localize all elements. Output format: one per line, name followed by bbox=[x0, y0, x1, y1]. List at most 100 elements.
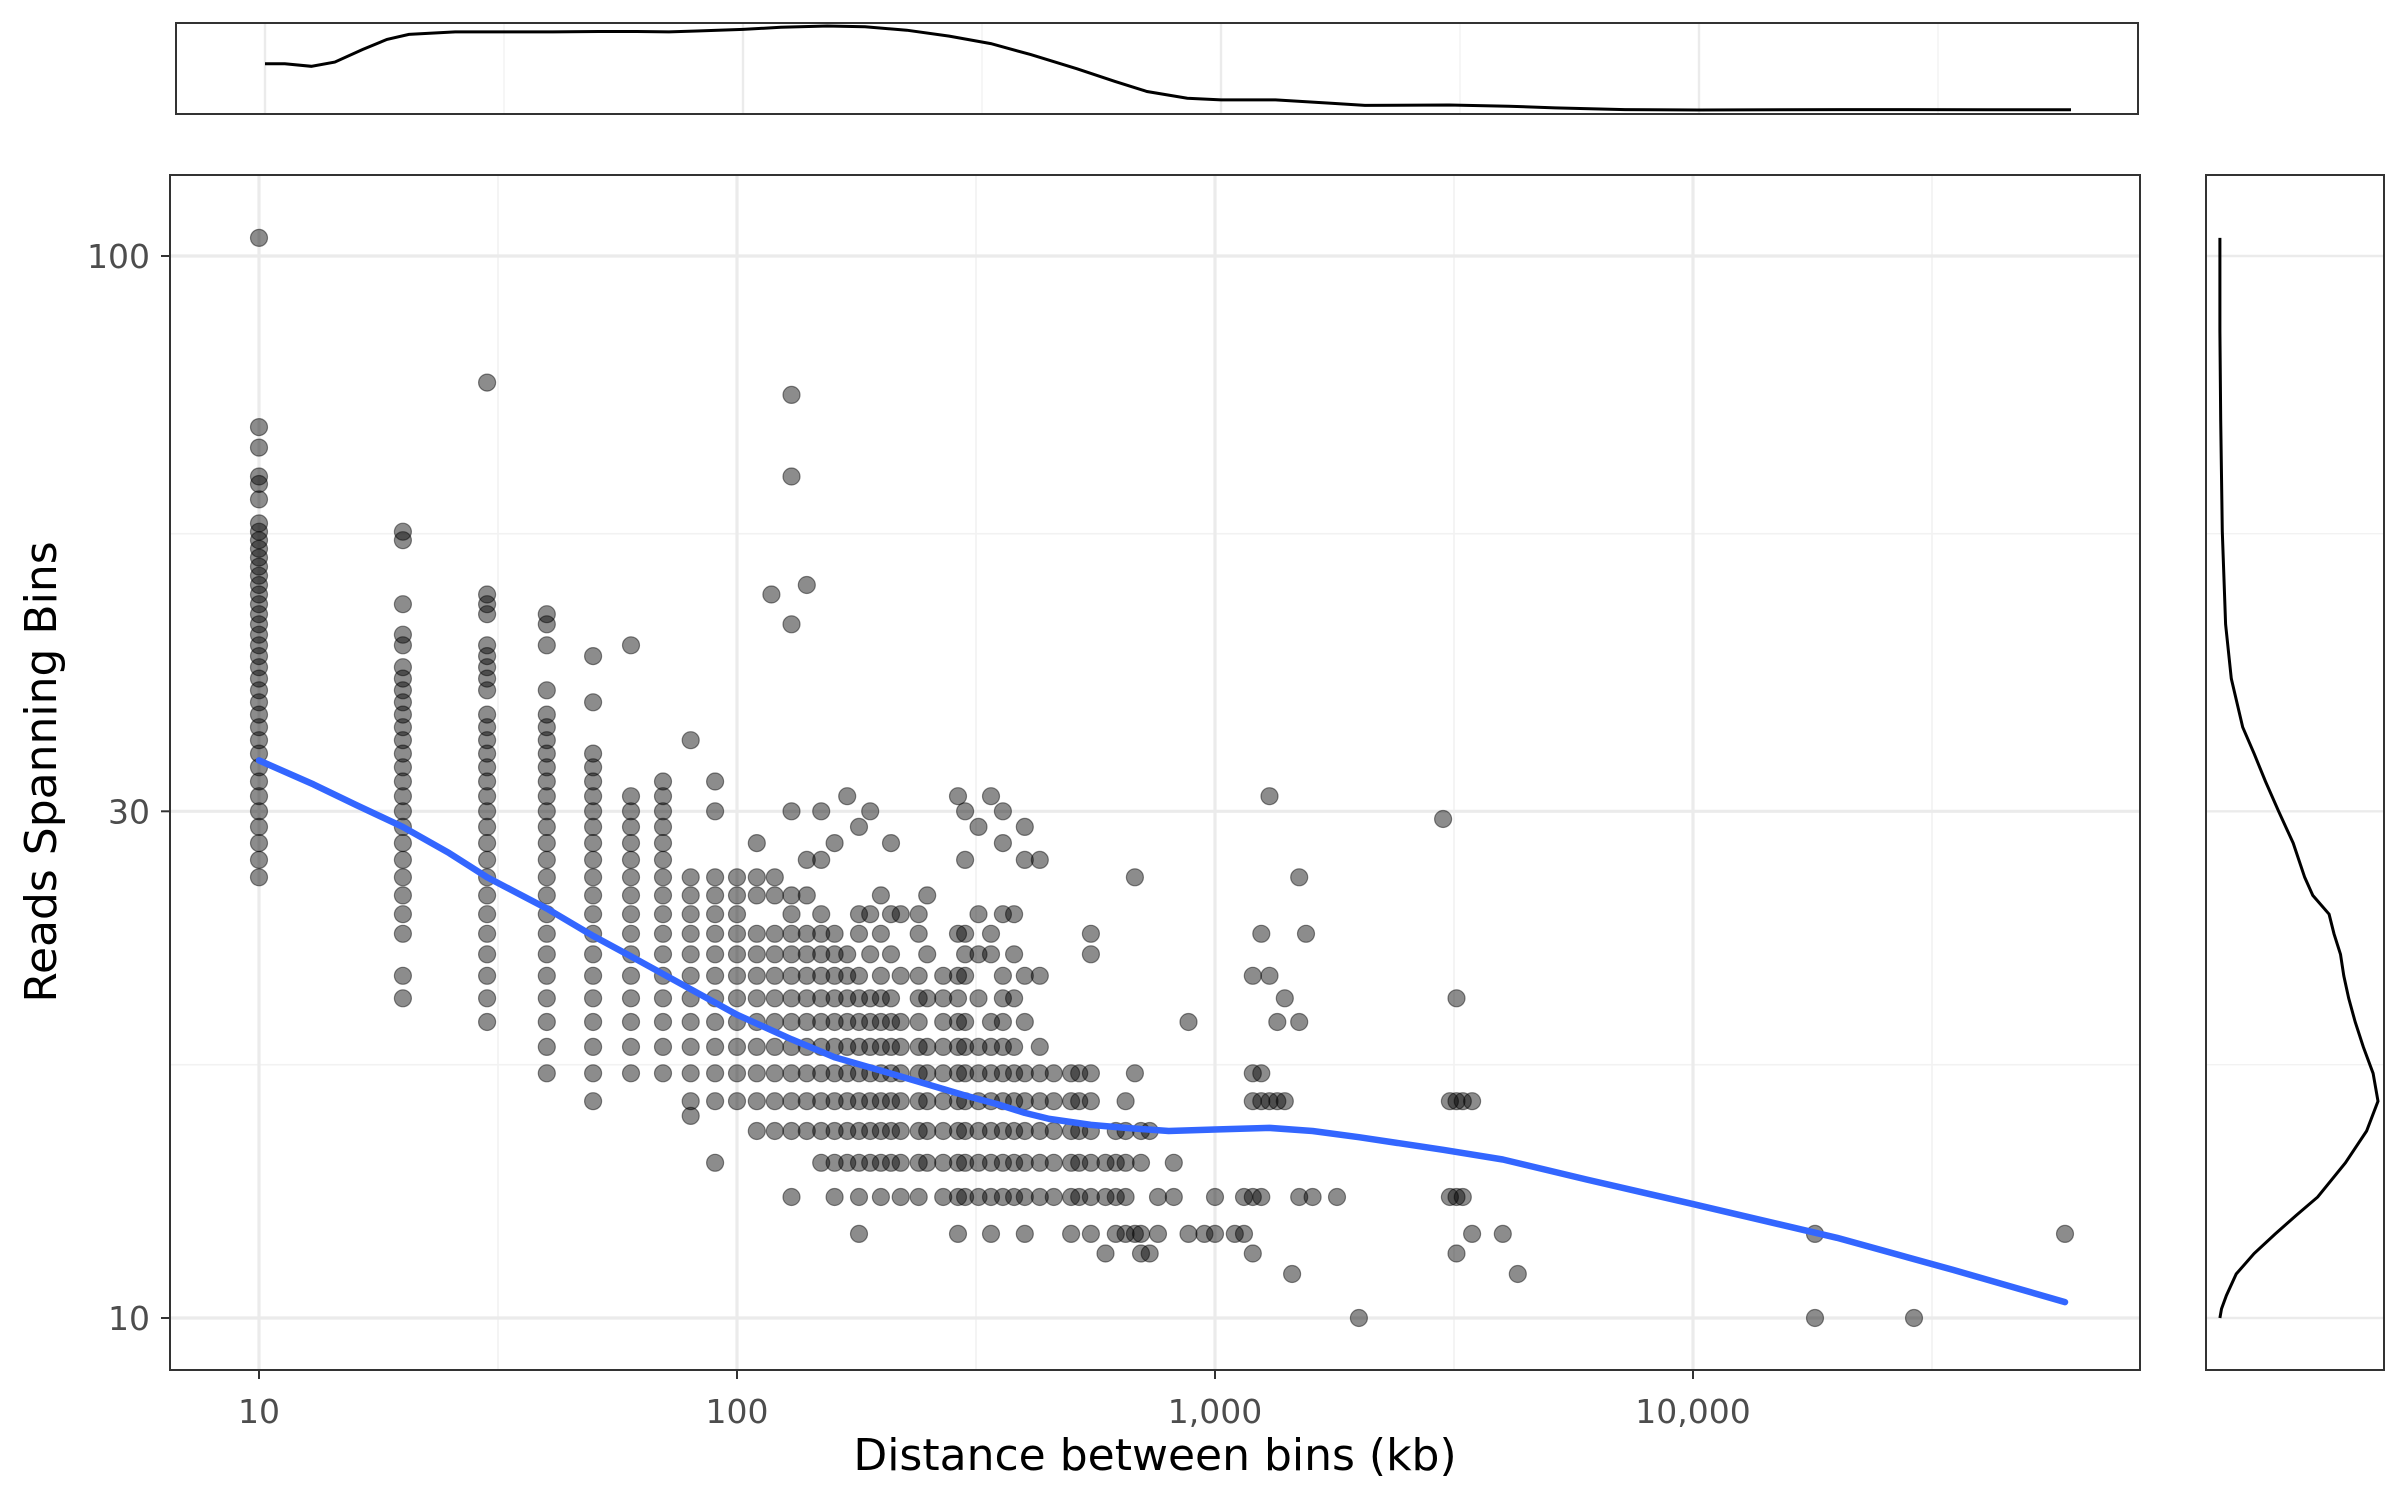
data-point bbox=[955, 924, 975, 943]
data-point bbox=[934, 1153, 953, 1172]
data-point bbox=[393, 850, 412, 870]
data-point bbox=[881, 945, 901, 964]
data-point bbox=[1268, 1092, 1287, 1111]
data-point bbox=[537, 802, 556, 821]
data-point bbox=[891, 1187, 910, 1207]
data-point bbox=[747, 1121, 766, 1141]
data-point bbox=[782, 1121, 801, 1141]
data-point bbox=[537, 833, 556, 853]
data-point bbox=[1260, 966, 1279, 985]
data-point bbox=[393, 531, 412, 550]
data-point bbox=[797, 945, 816, 964]
data-point bbox=[621, 817, 641, 837]
data-point bbox=[1131, 1153, 1151, 1172]
data-point bbox=[249, 490, 269, 509]
data-point bbox=[881, 1153, 901, 1172]
data-point bbox=[583, 1037, 603, 1057]
data-point bbox=[583, 744, 603, 763]
data-point bbox=[849, 1121, 869, 1141]
data-point bbox=[909, 1092, 928, 1111]
data-point bbox=[681, 1064, 700, 1083]
data-point bbox=[871, 989, 891, 1008]
data-point bbox=[849, 1187, 869, 1207]
data-point bbox=[1015, 1121, 1034, 1141]
data-point bbox=[537, 744, 556, 763]
data-point bbox=[812, 924, 831, 943]
data-point bbox=[621, 868, 641, 887]
data-point bbox=[1164, 1153, 1183, 1172]
data-point bbox=[838, 1012, 857, 1032]
data-point bbox=[1349, 1308, 1369, 1328]
data-point bbox=[537, 681, 556, 700]
data-point bbox=[782, 905, 801, 924]
data-point bbox=[537, 758, 556, 777]
data-point bbox=[249, 802, 269, 821]
data-point bbox=[249, 467, 269, 486]
data-point bbox=[583, 802, 603, 821]
data-point bbox=[583, 1092, 603, 1111]
data-point bbox=[583, 945, 603, 964]
data-point bbox=[1290, 1187, 1309, 1207]
data-point bbox=[797, 575, 816, 595]
data-point bbox=[583, 758, 603, 777]
data-point bbox=[393, 636, 412, 655]
data-point bbox=[478, 595, 497, 614]
data-point bbox=[478, 636, 497, 655]
data-point bbox=[727, 1064, 747, 1083]
data-point bbox=[1447, 1092, 1466, 1111]
data-point bbox=[478, 658, 497, 677]
data-point bbox=[249, 522, 269, 541]
plot-border bbox=[169, 174, 2141, 1371]
data-point bbox=[583, 646, 603, 666]
data-point bbox=[948, 1012, 968, 1032]
data-point bbox=[1252, 1187, 1271, 1207]
data-point bbox=[1081, 1064, 1101, 1083]
data-point bbox=[537, 868, 556, 887]
data-point bbox=[621, 636, 641, 655]
data-point bbox=[955, 1064, 975, 1083]
data-point bbox=[934, 1064, 953, 1083]
data-point bbox=[393, 681, 412, 700]
data-point bbox=[621, 850, 641, 870]
data-point bbox=[981, 1153, 1001, 1172]
data-point bbox=[1140, 1244, 1159, 1263]
data-point bbox=[909, 989, 928, 1008]
data-point bbox=[1447, 1244, 1466, 1263]
data-point bbox=[993, 1037, 1013, 1057]
data-point bbox=[955, 945, 975, 964]
data-point bbox=[765, 966, 784, 985]
data-point bbox=[969, 1153, 988, 1172]
data-point bbox=[478, 373, 497, 392]
data-point bbox=[621, 886, 641, 905]
data-point bbox=[621, 966, 641, 985]
data-point bbox=[393, 886, 412, 905]
data-point bbox=[393, 905, 412, 924]
data-point bbox=[812, 1121, 831, 1141]
data-point bbox=[861, 905, 880, 924]
data-point bbox=[765, 989, 784, 1008]
data-point bbox=[825, 966, 844, 985]
data-point bbox=[1030, 1153, 1049, 1172]
data-point bbox=[249, 850, 269, 870]
data-point bbox=[1508, 1264, 1527, 1284]
data-point bbox=[1106, 1153, 1125, 1172]
data-point bbox=[1148, 1224, 1168, 1244]
data-point bbox=[681, 1037, 700, 1057]
data-point bbox=[909, 1037, 928, 1057]
data-point bbox=[838, 966, 857, 985]
data-point bbox=[797, 886, 816, 905]
data-point bbox=[948, 1224, 968, 1244]
major-grid bbox=[170, 175, 2140, 1370]
data-point bbox=[909, 966, 928, 985]
data-point bbox=[1044, 1153, 1063, 1172]
data-point bbox=[993, 989, 1013, 1008]
data-point bbox=[782, 385, 801, 404]
data-point bbox=[1015, 1224, 1034, 1244]
data-point bbox=[249, 731, 269, 750]
data-point bbox=[1004, 1153, 1024, 1172]
data-point bbox=[849, 1012, 869, 1032]
data-point bbox=[537, 731, 556, 750]
data-point bbox=[765, 1121, 784, 1141]
data-point bbox=[1096, 1244, 1115, 1263]
